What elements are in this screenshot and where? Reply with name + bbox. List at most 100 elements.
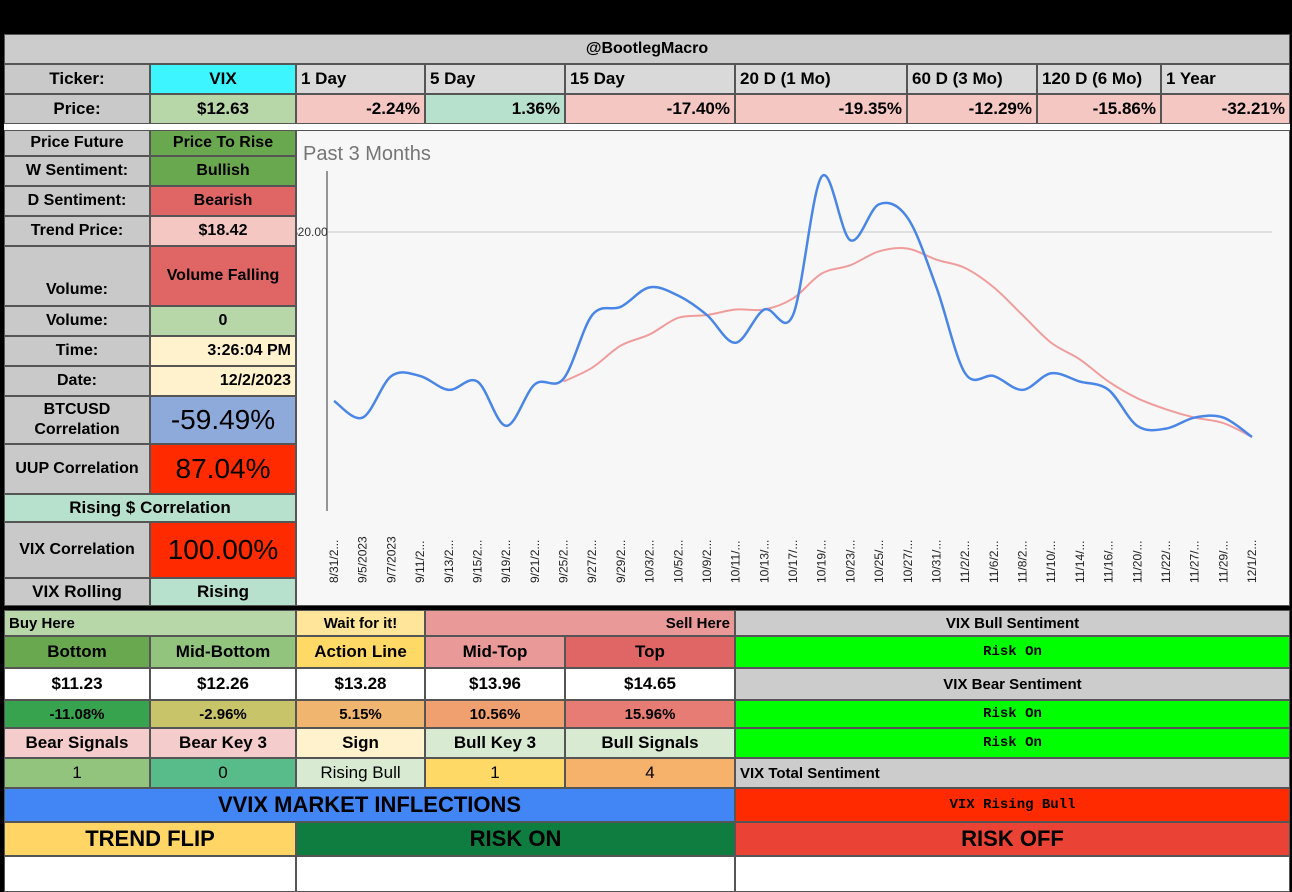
signal-bull-signals: Bull Signals: [565, 728, 735, 758]
bear-sentiment-value-2: Risk On: [735, 728, 1290, 758]
d-sentiment-label: D Sentiment:: [4, 186, 150, 216]
btc-corr-value: -59.49%: [150, 396, 296, 444]
level-top: Top: [565, 636, 735, 668]
value-bull-key: 1: [425, 758, 565, 788]
total-sentiment-title: VIX Total Sentiment: [735, 758, 1290, 788]
change-15day: -17.40%: [565, 94, 735, 124]
date-label: Date:: [4, 366, 150, 396]
x-tick-label: 10/13/...: [757, 540, 771, 583]
level-bottom: Bottom: [4, 636, 150, 668]
x-tick-label: 10/11/...: [729, 541, 743, 583]
price-future-label: Price Future: [4, 130, 150, 156]
x-tick-label: 9/11/2...: [413, 541, 427, 583]
risk-on-cell: [296, 856, 735, 892]
price-top: $14.65: [565, 668, 735, 700]
x-tick-label: 9/27/2...: [585, 540, 599, 583]
value-sign: Rising Bull: [296, 758, 425, 788]
price-mid-bottom: $12.26: [150, 668, 296, 700]
bull-sentiment-value: Risk On: [735, 636, 1290, 668]
d-sentiment-value: Bearish: [150, 186, 296, 216]
period-5day: 5 Day: [425, 64, 565, 94]
sell-here-label: Sell Here: [425, 610, 735, 636]
w-sentiment-label: W Sentiment:: [4, 156, 150, 186]
period-1day: 1 Day: [296, 64, 425, 94]
period-20day: 20 D (1 Mo): [735, 64, 907, 94]
pct-bottom: -11.08%: [4, 700, 150, 728]
x-tick-label: 11/27/...: [1188, 541, 1202, 583]
w-sentiment-value: Bullish: [150, 156, 296, 186]
signal-bull-key: Bull Key 3: [425, 728, 565, 758]
value-bull-signals: 4: [565, 758, 735, 788]
x-tick-label: 10/23/...: [843, 540, 857, 583]
x-tick-label: 12/1/2...: [1245, 540, 1259, 583]
volume-trend-value: Volume Falling: [150, 246, 296, 306]
ticker-label: Ticker:: [4, 64, 150, 94]
vix-corr-label: VIX Correlation: [4, 522, 150, 578]
time-value: 3:26:04 PM: [150, 336, 296, 366]
change-120day: -15.86%: [1037, 94, 1161, 124]
x-tick-label: 11/22/...: [1159, 541, 1173, 583]
inflections-banner: VVIX MARKET INFLECTIONS: [4, 788, 735, 822]
price-label: Price:: [4, 94, 150, 124]
uup-corr-value: 87.04%: [150, 444, 296, 494]
risk-on-label: RISK ON: [296, 822, 735, 856]
bear-sentiment-value-1: Risk On: [735, 700, 1290, 728]
price-future-value: Price To Rise: [150, 130, 296, 156]
price-action-line: $13.28: [296, 668, 425, 700]
x-tick-label: 10/19/...: [815, 540, 829, 583]
change-1year: -32.21%: [1161, 94, 1290, 124]
trend-series-line: [563, 247, 1253, 438]
risk-off-label: RISK OFF: [735, 822, 1290, 856]
signal-bear-key: Bear Key 3: [150, 728, 296, 758]
rising-corr-label: Rising $ Correlation: [4, 494, 296, 522]
price-chart: Past 3 Months $20.00 8/31/2... 9/5/2023 9/7…: [296, 130, 1290, 606]
change-20day: -19.35%: [735, 94, 907, 124]
change-60day: -12.29%: [907, 94, 1037, 124]
x-tick-label: 9/19/2...: [499, 540, 513, 583]
x-tick-label: 9/15/2...: [470, 540, 484, 583]
x-tick-label: 9/5/2023: [356, 536, 370, 583]
x-tick-label: 10/31/...: [929, 540, 943, 583]
price-bottom: $11.23: [4, 668, 150, 700]
signal-bear-signals: Bear Signals: [4, 728, 150, 758]
x-tick-label: 11/8/2...: [1016, 541, 1030, 583]
period-60day: 60 D (3 Mo): [907, 64, 1037, 94]
wait-label: Wait for it!: [296, 610, 425, 636]
bear-sentiment-title: VIX Bear Sentiment: [735, 668, 1290, 700]
total-sentiment-value: VIX Rising Bull: [735, 788, 1290, 822]
x-tick-label: 10/27/...: [901, 540, 915, 583]
x-tick-label: 10/3/2...: [643, 540, 657, 583]
x-tick-label: 9/13/2...: [442, 540, 456, 583]
uup-corr-label: UUP Correlation: [4, 444, 150, 494]
vix-corr-value: 100.00%: [150, 522, 296, 578]
x-tick-label: 11/2/2...: [958, 541, 972, 583]
pct-action-line: 5.15%: [296, 700, 425, 728]
x-tick-label: 9/7/2023: [384, 536, 398, 583]
price-mid-top: $13.96: [425, 668, 565, 700]
x-tick-label: 9/21/2...: [528, 540, 542, 583]
volume-label: Volume:: [4, 306, 150, 336]
pct-top: 15.96%: [565, 700, 735, 728]
buy-here-label: Buy Here: [4, 610, 296, 636]
price-value: $12.63: [150, 94, 296, 124]
value-bear-key: 0: [150, 758, 296, 788]
level-mid-top: Mid-Top: [425, 636, 565, 668]
chart-title: Past 3 Months: [303, 143, 431, 165]
trend-flip-cell: [4, 856, 296, 892]
risk-off-cell: [735, 856, 1290, 892]
price-series-line: [333, 173, 1253, 439]
header-title: @BootlegMacro: [4, 34, 1290, 64]
level-mid-bottom: Mid-Bottom: [150, 636, 296, 668]
chart-y-tick-label: $20.00: [297, 225, 328, 239]
x-tick-label: 10/9/2...: [700, 540, 714, 583]
period-120day: 120 D (6 Mo): [1037, 64, 1161, 94]
trend-price-label: Trend Price:: [4, 216, 150, 246]
x-tick-label: 8/31/2...: [327, 540, 341, 583]
x-tick-label: 10/5/2...: [671, 540, 685, 583]
change-1day: -2.24%: [296, 94, 425, 124]
volume-value: 0: [150, 306, 296, 336]
pct-mid-bottom: -2.96%: [150, 700, 296, 728]
ticker-value: VIX: [150, 64, 296, 94]
value-bear-signals: 1: [4, 758, 150, 788]
x-tick-label: 11/16/...: [1102, 541, 1116, 583]
